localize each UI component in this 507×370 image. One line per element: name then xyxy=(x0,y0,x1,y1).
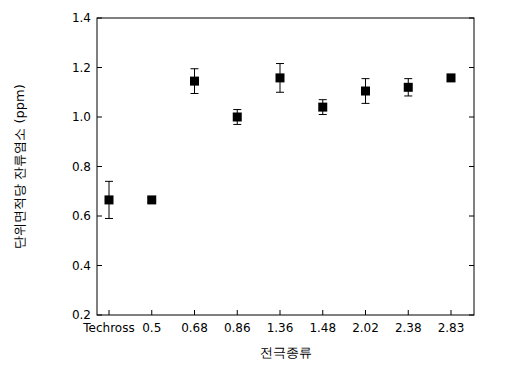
x-axis-label: 전극종류 xyxy=(260,345,312,360)
y-tick-right xyxy=(469,216,474,217)
y-tick-right xyxy=(469,18,474,19)
error-bar xyxy=(191,69,199,94)
error-bar-cap xyxy=(276,92,284,93)
x-tick xyxy=(109,310,110,315)
y-tick-label: 1.0 xyxy=(72,110,91,124)
x-tick-label: 1.36 xyxy=(267,321,294,335)
y-tick-right xyxy=(469,315,474,316)
y-tick-label: 0.6 xyxy=(72,209,91,223)
data-point xyxy=(276,73,285,82)
x-tick xyxy=(237,310,238,315)
data-point xyxy=(147,195,156,204)
data-point xyxy=(190,77,199,86)
data-group xyxy=(105,64,456,219)
y-tick xyxy=(97,265,102,266)
error-bar-cap xyxy=(191,68,199,69)
error-bar-cap xyxy=(404,78,412,79)
x-tick xyxy=(408,310,409,315)
y-tick-label: 0.2 xyxy=(72,308,91,322)
y-tick-right xyxy=(469,166,474,167)
x-tick-label: 2.38 xyxy=(395,321,422,335)
x-tick xyxy=(451,310,452,315)
error-bar-cap xyxy=(362,78,370,79)
data-point xyxy=(318,103,327,112)
y-tick-right xyxy=(469,67,474,68)
error-bar-cap xyxy=(319,114,327,115)
error-bar xyxy=(233,110,241,125)
x-tick xyxy=(365,310,366,315)
x-tick-label: 0.86 xyxy=(224,321,251,335)
data-point xyxy=(105,195,114,204)
data-point xyxy=(404,83,413,92)
y-tick-label: 0.4 xyxy=(72,259,91,273)
error-bar xyxy=(276,64,284,93)
y-tick-label: 1.2 xyxy=(72,61,91,75)
y-tick xyxy=(97,117,102,118)
error-bar-cap xyxy=(105,181,113,182)
error-bar-cap xyxy=(362,103,370,104)
x-tick-label: Techross xyxy=(82,321,134,335)
y-tick xyxy=(97,166,102,167)
y-tick-label: 0.8 xyxy=(72,160,91,174)
error-bar-cap xyxy=(276,63,284,64)
y-tick-right xyxy=(469,117,474,118)
x-tick xyxy=(151,310,152,315)
x-tick-label: 2.83 xyxy=(438,321,465,335)
error-bar-cap xyxy=(105,218,113,219)
x-tick-label: 1.48 xyxy=(309,321,336,335)
chart: 0.2 0.4 0.6 0.8 1.0 1.2 1.4 Techross 0.5 0.68 0.86… xyxy=(0,0,507,370)
error-bar xyxy=(362,79,370,104)
data-point xyxy=(233,113,242,122)
data-point xyxy=(447,73,456,82)
error-bar-cap xyxy=(233,109,241,110)
data-point xyxy=(361,87,370,96)
x-tick xyxy=(322,310,323,315)
error-bar-cap xyxy=(191,93,199,94)
error-bar-cap xyxy=(404,95,412,96)
error-bar xyxy=(404,79,412,96)
error-bar-cap xyxy=(319,99,327,100)
error-bar xyxy=(105,181,113,218)
y-tick xyxy=(97,315,102,316)
y-tick xyxy=(97,216,102,217)
x-tick xyxy=(280,310,281,315)
y-tick xyxy=(97,67,102,68)
error-bar-cap xyxy=(233,124,241,125)
y-tick xyxy=(97,18,102,19)
x-tick-label: 0.68 xyxy=(181,321,208,335)
x-tick-label: 2.02 xyxy=(352,321,379,335)
y-tick-label: 1.4 xyxy=(72,11,91,25)
x-tick-label: 0.5 xyxy=(142,321,161,335)
y-tick-right xyxy=(469,265,474,266)
y-axis-label: 단위면적당 잔류염소 (ppm) xyxy=(12,84,27,249)
x-tick xyxy=(194,310,195,315)
error-bar xyxy=(319,100,327,115)
plot-frame xyxy=(97,18,474,315)
